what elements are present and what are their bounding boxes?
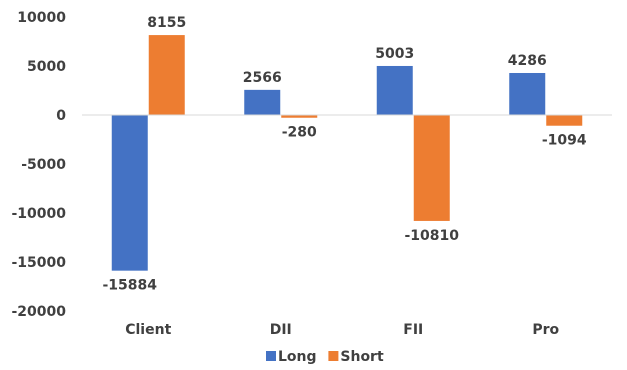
data-label: 8155 — [147, 15, 186, 31]
data-label: 4286 — [508, 53, 547, 69]
data-label: -1094 — [542, 133, 587, 149]
bar-short-dii — [281, 115, 318, 118]
x-category-label: DII — [270, 322, 292, 338]
y-tick-label: 5000 — [27, 59, 66, 75]
bars — [111, 35, 583, 271]
legend-swatch-short — [328, 351, 339, 361]
bar-long-fii — [376, 65, 413, 115]
y-tick-label: 10000 — [17, 10, 66, 26]
legend-label-long: Long — [278, 349, 317, 365]
legend-label-short: Short — [340, 349, 384, 365]
y-axis: 10000 5000 0 -5000 -10000 -15000 -20000 — [11, 10, 66, 320]
x-axis: Client DII FII Pro — [125, 322, 559, 338]
data-labels: -15884 8155 2566 -280 5003 -10810 4286 -1094 — [102, 15, 586, 294]
x-category-label: FII — [403, 322, 423, 338]
legend-swatch-long — [266, 351, 276, 361]
legend: Long Short — [266, 349, 384, 365]
data-label: -10810 — [404, 228, 459, 244]
y-tick-label: -10000 — [11, 206, 66, 222]
bar-short-client — [148, 35, 185, 115]
y-tick-label: -5000 — [21, 157, 66, 173]
data-label: 5003 — [375, 46, 414, 62]
bar-long-pro — [509, 72, 546, 115]
bar-long-client — [111, 115, 148, 271]
bar-short-pro — [546, 115, 583, 126]
x-category-label: Client — [125, 322, 171, 338]
data-label: -280 — [282, 125, 317, 141]
x-category-label: Pro — [532, 322, 559, 338]
bar-short-fii — [413, 115, 450, 221]
data-label: 2566 — [243, 70, 282, 86]
y-tick-label: 0 — [56, 108, 66, 124]
y-tick-label: -15000 — [11, 255, 66, 271]
bar-long-dii — [244, 89, 281, 115]
data-label: -15884 — [102, 278, 157, 294]
y-tick-label: -20000 — [11, 304, 66, 320]
